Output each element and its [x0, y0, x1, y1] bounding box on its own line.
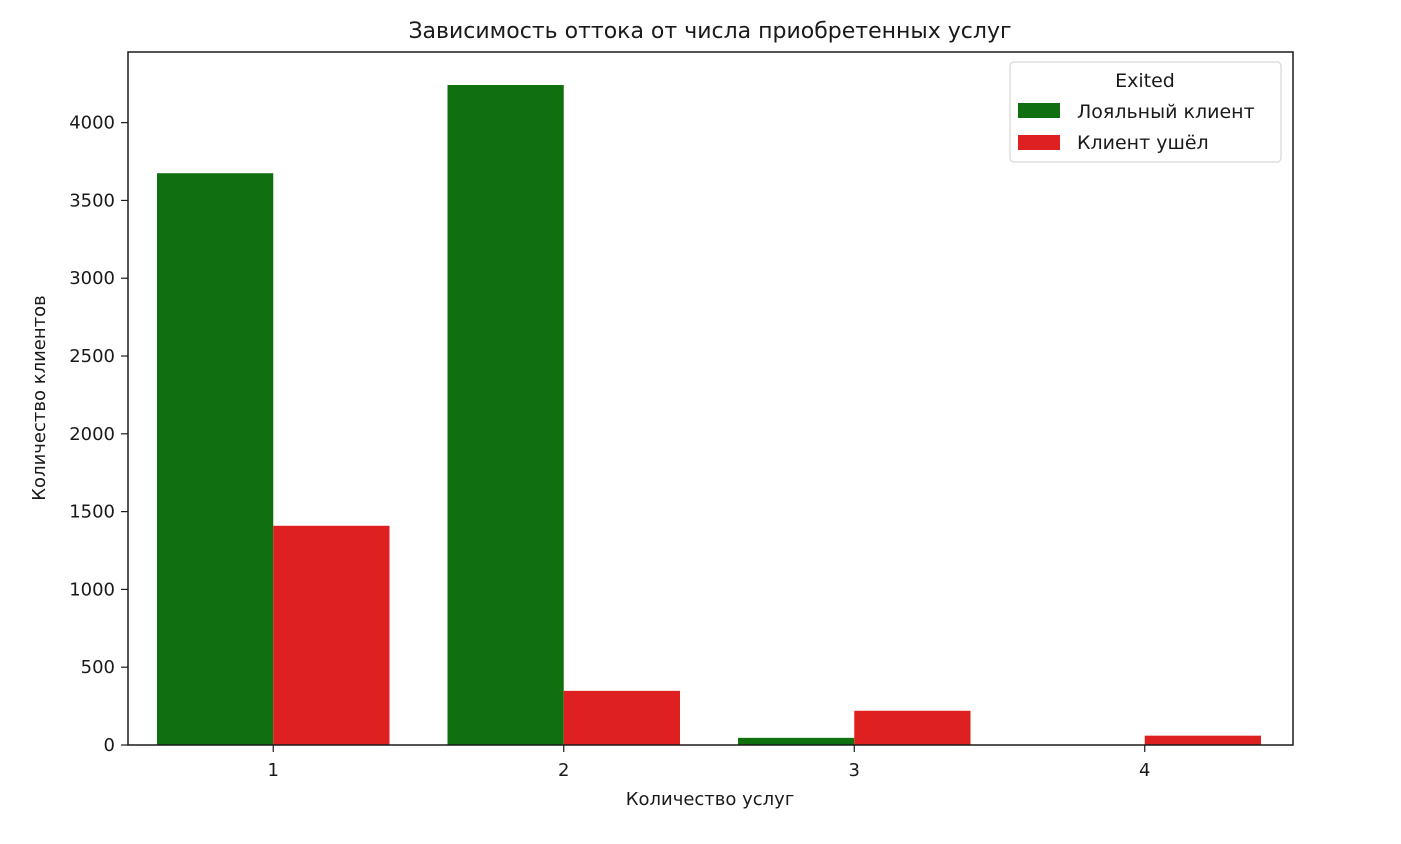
- x-axis-label: Количество услуг: [626, 789, 795, 810]
- x-tick-label: 4: [1139, 760, 1150, 781]
- y-axis: 0 500 1000 1500 2000 2500 3000 3500 4000: [69, 113, 128, 756]
- y-tick-label: 2500: [69, 346, 115, 367]
- y-tick-label: 4000: [69, 113, 115, 134]
- x-tick-label: 3: [849, 760, 860, 781]
- y-axis-label: Количество клиентов: [29, 295, 50, 500]
- y-tick-label: 0: [104, 735, 115, 756]
- bar-loyal-3: [738, 737, 855, 745]
- bar-exited-3: [854, 710, 971, 745]
- legend-title: Exited: [1115, 70, 1175, 92]
- x-tick-label: 1: [268, 760, 279, 781]
- plot-frame: [127, 51, 1294, 746]
- y-tick-label: 3000: [69, 268, 115, 289]
- y-tick-label: 2000: [69, 424, 115, 445]
- legend-swatch-loyal: [1018, 103, 1060, 118]
- bar-exited-4: [1144, 735, 1261, 745]
- y-tick-label: 500: [81, 657, 115, 678]
- x-axis: 1 2 3 4: [268, 745, 1150, 781]
- bar-exited-1: [273, 525, 390, 745]
- legend-swatch-exited: [1018, 135, 1060, 150]
- bar-exited-2: [563, 690, 680, 745]
- legend-label-loyal: Лояльный клиент: [1077, 101, 1255, 123]
- bars-group: [157, 84, 1261, 746]
- y-tick-label: 1000: [69, 579, 115, 600]
- legend-label-exited: Клиент ушёл: [1077, 132, 1209, 154]
- x-tick-label: 2: [558, 760, 569, 781]
- legend: Exited Лояльный клиент Клиент ушёл: [1009, 61, 1282, 163]
- bar-loyal-1: [157, 173, 274, 746]
- bar-loyal-2: [447, 84, 564, 746]
- chart-title: Зависимость оттока от числа приобретенны…: [408, 19, 1011, 44]
- y-tick-label: 3500: [69, 190, 115, 211]
- legend-box: [1009, 61, 1282, 163]
- y-tick-label: 1500: [69, 502, 115, 523]
